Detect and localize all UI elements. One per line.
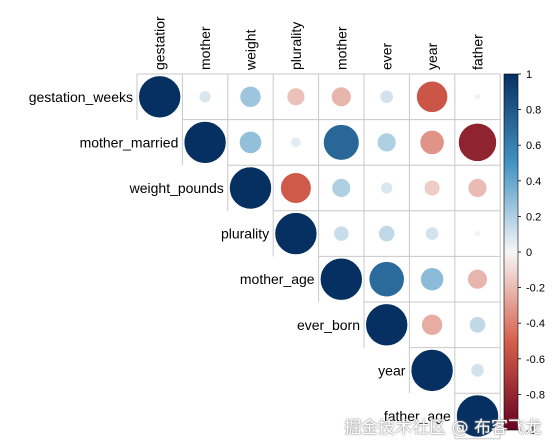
corr-circle: [286, 87, 306, 107]
corr-circle: [380, 181, 393, 195]
corr-circle: [458, 123, 497, 162]
col-label: mother: [197, 26, 213, 70]
colorbar-tick-label: -1: [526, 425, 536, 437]
corr-circle: [474, 93, 481, 101]
corr-circle: [474, 230, 481, 237]
corr-circle: [280, 172, 312, 204]
col-label: father: [470, 34, 486, 70]
col-label: mother: [333, 26, 349, 70]
colorbar-tick-label: 0.4: [526, 176, 541, 188]
corr-circle: [229, 166, 272, 210]
colorbar-tick-label: -0.2: [526, 283, 545, 295]
corr-circle: [183, 121, 227, 164]
row-label: father_age: [384, 408, 451, 424]
corr-circle: [425, 226, 440, 241]
corr-circle: [420, 267, 444, 292]
colorbar-tick-label: 0.6: [526, 140, 541, 152]
corr-circle: [469, 316, 486, 334]
corr-circle: [331, 86, 352, 107]
corr-circle: [290, 136, 302, 148]
col-label: year: [424, 42, 440, 70]
colorbar: [503, 73, 519, 431]
colorbar-tick-label: -0.8: [526, 389, 545, 401]
corr-circle: [416, 80, 448, 113]
row-label: year: [378, 362, 406, 378]
corr-circle: [410, 349, 454, 392]
corr-circle: [421, 313, 443, 336]
corr-circle: [138, 75, 181, 119]
col-label: ever: [379, 42, 395, 70]
colorbar-tick-label: 0.8: [526, 105, 541, 117]
corr-circle: [467, 178, 488, 198]
corr-circle: [419, 130, 445, 155]
corr-circle: [456, 394, 499, 438]
row-label: ever_born: [297, 317, 360, 333]
colorbar-tick-label: 0: [526, 247, 532, 259]
row-label: mother_married: [80, 134, 179, 150]
corr-circle: [365, 303, 409, 347]
colorbar-tick-label: -0.4: [526, 318, 545, 330]
col-label: weight: [243, 29, 259, 71]
corr-circle: [274, 212, 318, 255]
row-label: mother_age: [240, 271, 315, 287]
colorbar-tick-label: 1: [526, 69, 532, 81]
corr-circle: [198, 90, 212, 104]
corr-circle: [368, 261, 405, 298]
colorbar-tick-label: -0.6: [526, 354, 545, 366]
corr-circle: [467, 269, 488, 290]
corr-circle: [323, 124, 360, 161]
corr-circle: [331, 178, 351, 198]
col-label: gestatior: [152, 16, 168, 70]
corr-circle: [423, 179, 441, 197]
colorbar-tick-label: 0.2: [526, 211, 541, 223]
corr-circle: [333, 225, 350, 242]
corr-circle: [239, 130, 262, 154]
row-label: gestation_weeks: [29, 89, 133, 105]
corr-circle: [379, 89, 394, 104]
corr-circle: [319, 257, 363, 301]
watermark-text: 掘金技术社区 @ 布客飞龙: [344, 418, 542, 438]
row-label: plurality: [221, 226, 269, 242]
row-label: weight_pounds: [129, 180, 224, 196]
corr-circle: [239, 86, 262, 108]
corr-circle: [378, 225, 396, 243]
col-label: plurality: [288, 22, 304, 70]
corr-circle: [377, 132, 397, 153]
corr-circle: [470, 363, 485, 378]
